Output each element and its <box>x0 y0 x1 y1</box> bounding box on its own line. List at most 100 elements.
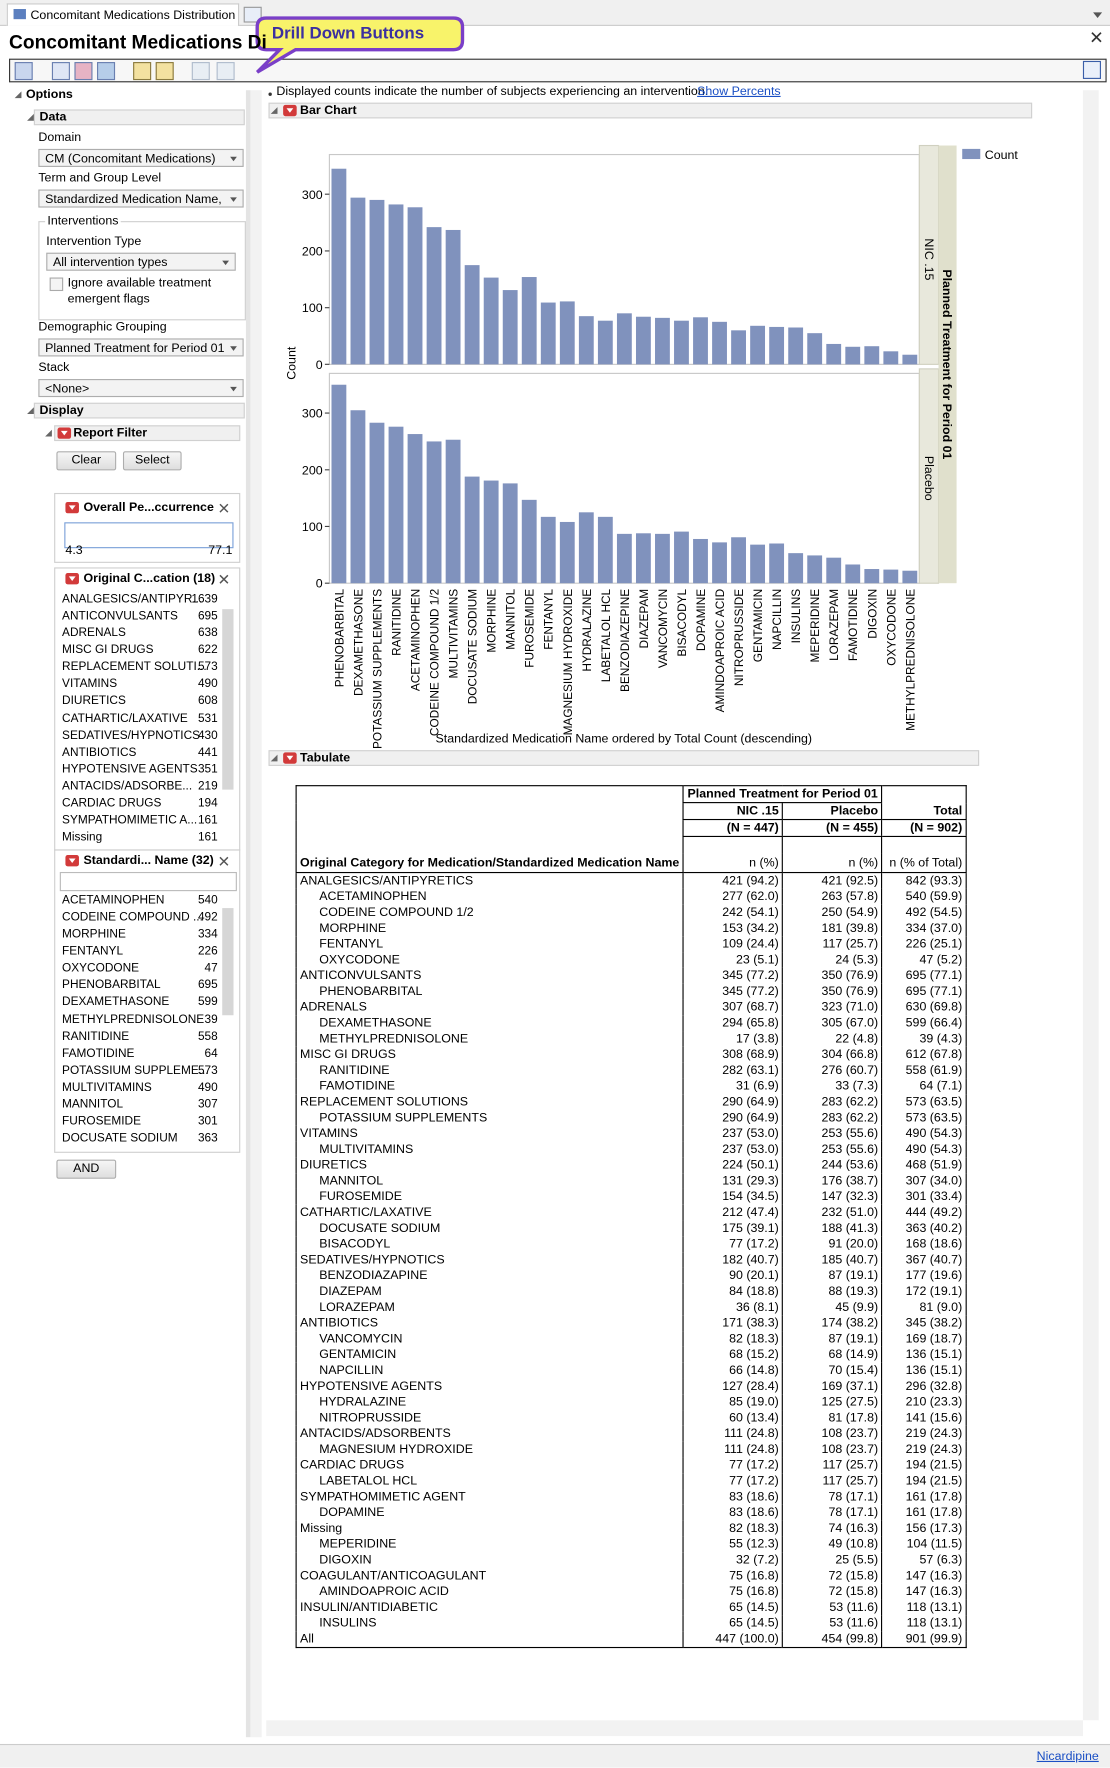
close-filter[interactable] <box>219 856 229 866</box>
bar <box>807 555 823 584</box>
footer-link[interactable]: Nicardipine <box>1036 1749 1099 1764</box>
list-item-name[interactable]: MISC GI DRUGS <box>62 643 154 657</box>
data-row: DIGOXIN 32 (7.2) 25 (5.5) 57 (6.3) <box>296 1551 967 1568</box>
button[interactable]: AND <box>56 1159 117 1179</box>
list-item-name[interactable]: DOCUSATE SODIUM <box>62 1131 178 1146</box>
list-item-name[interactable]: MANNITOL <box>62 1097 124 1112</box>
menu-button[interactable] <box>65 855 79 867</box>
data-row: GENTAMICIN 68 (15.2) 68 (14.9) 136 (15.1) <box>296 1346 967 1363</box>
menu-arrow[interactable] <box>1092 10 1103 21</box>
disclosure-triangle[interactable] <box>270 754 278 762</box>
close-filter[interactable] <box>219 503 229 513</box>
list-item-name[interactable]: ANTICONVULSANTS <box>62 609 178 623</box>
menu-button[interactable] <box>57 427 72 439</box>
list-item-name[interactable]: MULTIVITAMINS <box>62 1080 152 1095</box>
scrollbar[interactable] <box>1082 90 1099 1721</box>
tab[interactable] <box>6 3 240 26</box>
search-box[interactable] <box>59 871 237 892</box>
list-item-name[interactable]: FENTANYL <box>62 944 124 958</box>
list-item-name[interactable]: REPLACEMENT SOLUTI... <box>62 660 207 674</box>
button[interactable]: Clear <box>56 451 117 471</box>
list-item-name[interactable]: OXYCODONE <box>62 961 140 975</box>
list-item-name[interactable]: ANTIBIOTICS <box>62 745 137 759</box>
field-label: Domain <box>38 130 82 145</box>
range-input[interactable] <box>64 522 234 549</box>
list-item-name[interactable]: SEDATIVES/HYPNOTICS <box>62 728 201 742</box>
list-item-name[interactable]: POTASSIUM SUPPLEME... <box>62 1063 209 1078</box>
list-item-name[interactable]: PHENOBARBITAL <box>62 978 161 992</box>
dropdown[interactable] <box>46 252 236 271</box>
menu-button[interactable] <box>283 752 297 764</box>
checkbox[interactable] <box>49 277 64 292</box>
item-name: METHYLPREDNISOLONE <box>319 1031 469 1046</box>
list-item-name[interactable]: CARDIAC DRUGS <box>62 796 162 810</box>
toolbar-button[interactable] <box>191 62 210 81</box>
table-cell: 345 (38.2) <box>881 1314 967 1331</box>
button[interactable]: Select <box>122 451 182 471</box>
table-cell: 444 (49.2) <box>881 1204 967 1220</box>
list-item-name[interactable]: ANALGESICS/ANTIPYR... <box>62 592 203 606</box>
bar <box>788 327 804 365</box>
list-item-name[interactable]: DEXAMETHASONE <box>62 995 170 1010</box>
note-link[interactable]: Show Percents <box>697 84 781 99</box>
data-row: MORPHINE 153 (34.2) 181 (39.8) 334 (37.0) <box>296 919 967 936</box>
dropdown[interactable] <box>38 338 244 357</box>
toolbar-button[interactable] <box>133 62 152 81</box>
tab-icon[interactable] <box>243 6 262 23</box>
list-item-name[interactable]: FUROSEMIDE <box>62 1114 142 1129</box>
list-item-name[interactable]: VITAMINS <box>62 677 118 691</box>
bar <box>369 199 385 365</box>
disclosure-triangle[interactable] <box>270 107 278 114</box>
list-item-name[interactable]: SYMPATHOMIMETIC A... <box>62 813 198 827</box>
x-tick-label: INSULINS <box>789 589 803 644</box>
table-cell: 83 (18.6) <box>682 1488 783 1505</box>
x-tick-label: MAGNESIUM HYDROXIDE <box>561 589 575 736</box>
n-label: (N = 447) <box>682 819 783 838</box>
splitter[interactable] <box>245 90 251 1738</box>
close-button[interactable] <box>1090 30 1104 44</box>
disclosure-triangle[interactable] <box>45 429 52 437</box>
list-item-name[interactable]: ACETAMINOPHEN <box>62 893 165 907</box>
list-item-name[interactable]: RANITIDINE <box>62 1029 130 1044</box>
bar <box>445 439 461 584</box>
list-item-name[interactable]: METHYLPREDNISOLONE <box>62 1012 205 1027</box>
table-cell: 540 (59.9) <box>881 888 967 905</box>
toolbar-button[interactable] <box>216 62 235 81</box>
list-scrollbar[interactable] <box>222 609 234 790</box>
scrollbar[interactable] <box>266 1720 1083 1737</box>
list-item-count: 441 <box>197 745 218 759</box>
help-button[interactable] <box>1082 60 1101 79</box>
list-item-name[interactable]: CATHARTIC/LAXATIVE <box>62 711 188 725</box>
dropdown[interactable] <box>38 379 244 398</box>
list-item-name[interactable]: CODEINE COMPOUND ... <box>62 910 203 924</box>
category-name: HYPOTENSIVE AGENTS <box>300 1379 443 1393</box>
list-item-name[interactable]: HYPOTENSIVE AGENTS <box>62 762 198 776</box>
list-item-name[interactable]: ANTACIDS/ADSORBE... <box>62 779 193 793</box>
list-item-count: 39 <box>204 1012 218 1027</box>
list-item-name[interactable]: DIURETICS <box>62 694 126 708</box>
disclosure-triangle[interactable] <box>14 91 22 99</box>
list-scrollbar[interactable] <box>222 908 234 1016</box>
disclosure-triangle[interactable] <box>27 407 34 414</box>
toolbar-button[interactable] <box>51 62 70 81</box>
toolbar-button[interactable] <box>155 62 174 81</box>
list-item-name[interactable]: FAMOTIDINE <box>62 1046 135 1061</box>
menu-button[interactable] <box>283 104 297 117</box>
list-item-count: 531 <box>197 711 218 725</box>
dropdown[interactable] <box>38 148 244 167</box>
header-row: NIC .15 Placebo Total <box>296 802 967 821</box>
disclosure-triangle[interactable] <box>27 113 34 121</box>
list-item-name[interactable]: Missing <box>62 830 103 844</box>
toolbar-button[interactable] <box>14 62 33 81</box>
close-filter[interactable] <box>219 574 229 584</box>
toolbar-button[interactable] <box>74 62 93 81</box>
dropdown[interactable] <box>38 189 244 208</box>
list-item-count: 608 <box>197 694 218 708</box>
scrollbar[interactable] <box>250 90 262 1738</box>
list-item-name[interactable]: MORPHINE <box>62 927 126 941</box>
menu-button[interactable] <box>65 573 79 585</box>
toolbar-button[interactable] <box>97 62 116 81</box>
menu-button[interactable] <box>65 501 79 514</box>
list-item-name[interactable]: ADRENALS <box>62 626 126 640</box>
